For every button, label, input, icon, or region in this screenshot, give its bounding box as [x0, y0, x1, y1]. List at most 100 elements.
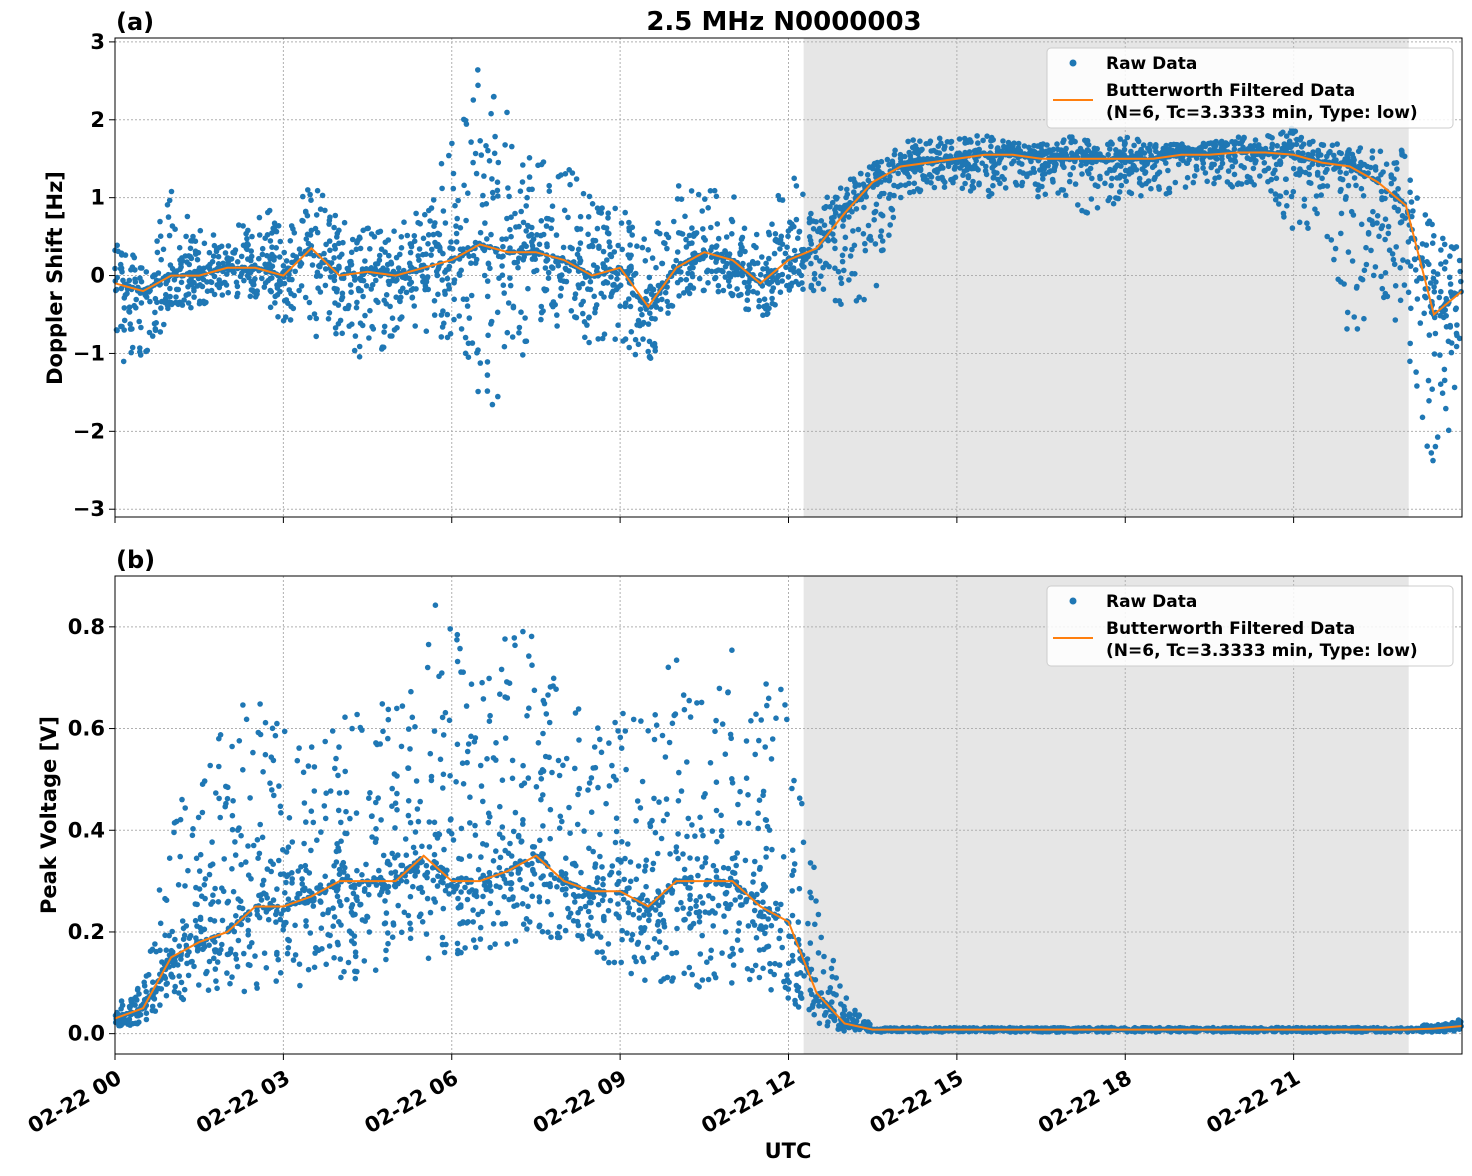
raw-data-point [621, 877, 627, 883]
raw-data-point [448, 331, 454, 337]
raw-data-point [548, 807, 554, 813]
raw-data-point [216, 899, 222, 905]
raw-data-point [676, 798, 682, 804]
raw-data-point [1143, 169, 1149, 175]
raw-data-point [1379, 189, 1385, 195]
raw-data-point [861, 205, 867, 211]
raw-data-point [595, 336, 601, 342]
raw-data-point [486, 811, 492, 817]
raw-data-point [641, 236, 647, 242]
raw-data-point [721, 913, 727, 919]
raw-data-point [620, 338, 626, 344]
raw-data-point [695, 856, 701, 862]
raw-data-point [133, 297, 139, 303]
raw-data-point [1397, 265, 1403, 271]
raw-data-point [491, 858, 497, 864]
raw-data-point [1019, 161, 1025, 167]
raw-data-point [763, 261, 769, 267]
raw-data-point [214, 282, 220, 288]
raw-data-point [1315, 148, 1321, 154]
raw-data-point [1203, 170, 1209, 176]
raw-data-point [247, 963, 253, 969]
raw-data-point [618, 960, 624, 966]
raw-data-point [172, 958, 178, 964]
raw-data-point [1267, 134, 1273, 140]
raw-data-point [624, 930, 630, 936]
raw-data-point [585, 787, 591, 793]
raw-data-point [1370, 148, 1376, 154]
raw-data-point [212, 918, 218, 924]
raw-data-point [139, 265, 145, 271]
raw-data-point [378, 229, 384, 235]
raw-data-point [212, 274, 218, 280]
raw-data-point [558, 286, 564, 292]
raw-data-point [646, 321, 652, 327]
raw-data-point [1399, 148, 1405, 154]
raw-data-point [622, 210, 628, 216]
raw-data-point [202, 896, 208, 902]
raw-data-point [341, 969, 347, 975]
raw-data-point [264, 965, 270, 971]
raw-data-point [278, 970, 284, 976]
raw-data-point [821, 286, 827, 292]
raw-data-point [327, 943, 333, 949]
raw-data-point [1453, 307, 1459, 313]
raw-data-point [642, 868, 648, 874]
raw-data-point [694, 700, 700, 706]
raw-data-point [626, 296, 632, 302]
raw-data-point [507, 227, 513, 233]
raw-data-point [1061, 165, 1067, 171]
raw-data-point [606, 908, 612, 914]
raw-data-point [268, 859, 274, 865]
raw-data-point [627, 255, 633, 261]
raw-data-point [590, 244, 596, 250]
raw-data-point [288, 317, 294, 323]
raw-data-point [191, 294, 197, 300]
raw-data-point [627, 905, 633, 911]
raw-data-point [274, 886, 280, 892]
raw-data-point [478, 925, 484, 931]
raw-data-point [239, 254, 245, 260]
raw-data-point [463, 218, 469, 224]
raw-data-point [323, 266, 329, 272]
raw-data-point [545, 692, 551, 698]
raw-data-point [866, 223, 872, 229]
raw-data-point [487, 718, 493, 724]
raw-data-point [619, 220, 625, 226]
raw-data-point [459, 826, 465, 832]
raw-data-point [465, 919, 471, 925]
raw-data-point [450, 246, 456, 252]
raw-data-point [363, 862, 369, 868]
raw-data-point [244, 717, 250, 723]
raw-data-point [724, 234, 730, 240]
raw-data-point [681, 290, 687, 296]
raw-data-point [941, 146, 947, 152]
raw-data-point [444, 868, 450, 874]
raw-data-point [692, 833, 698, 839]
raw-data-point [878, 179, 884, 185]
raw-data-point [586, 340, 592, 346]
raw-data-point [245, 256, 251, 262]
raw-data-point [276, 858, 282, 864]
raw-data-point [297, 961, 303, 967]
raw-data-point [1245, 174, 1251, 180]
raw-data-point [394, 325, 400, 331]
raw-data-point [205, 288, 211, 294]
x-tick-label: 02-22 12 [697, 1066, 799, 1139]
raw-data-point [332, 914, 338, 920]
raw-data-point [314, 212, 320, 218]
raw-data-point [1373, 164, 1379, 170]
raw-data-point [809, 241, 815, 247]
raw-data-point [395, 852, 401, 858]
raw-data-point [177, 854, 183, 860]
raw-data-point [529, 861, 535, 867]
raw-data-point [479, 152, 485, 158]
raw-data-point [784, 244, 790, 250]
raw-data-point [169, 974, 175, 980]
raw-data-point [1314, 211, 1320, 217]
raw-data-point [319, 925, 325, 931]
raw-data-point [261, 878, 267, 884]
raw-data-point [130, 264, 136, 270]
raw-data-point [645, 247, 651, 253]
raw-data-point [714, 779, 720, 785]
